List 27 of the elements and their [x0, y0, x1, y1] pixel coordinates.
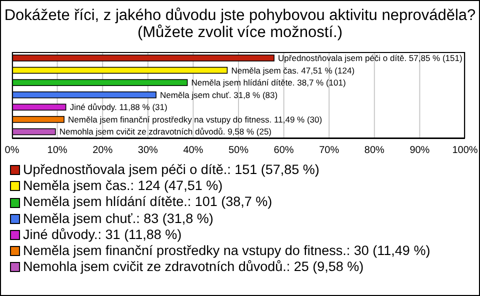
x-tick-label: 0% — [4, 145, 20, 156]
legend-label: Neměla jsem čas.: 124 (47,51 %) — [23, 178, 223, 194]
legend-label: Neměla jsem hlídání dítěte.: 101 (38,7 %) — [23, 194, 272, 211]
x-tick-label: 90% — [410, 145, 430, 156]
chart-title: Dokážete říci, z jakého důvodu jste pohybovou aktivitu neprováděla? — [3, 7, 477, 24]
legend-label: Jiné důvody.: 31 (11,88 %) — [23, 226, 182, 244]
legend-label: Upřednostňovala jsem péči o dítě.: 151 (57,85 %) — [23, 162, 320, 178]
x-tick-label: 70% — [319, 145, 340, 156]
data-label: Neměla jsem čas. 47,51 % (124) — [231, 65, 355, 76]
data-label: Jiné důvody. 11,88 % (31) — [70, 102, 168, 112]
data-label: Neměla jsem finanční prostředky na vstupy do fitness. 11,49 % (30) — [68, 114, 322, 124]
x-tick-label: 100% — [452, 145, 478, 156]
data-label: Upřednostňovala jsem péči o dítě. 57,85 % (151) — [278, 53, 463, 63]
data-label: Neměla jsem hlídání dítěte. 38,7 % (101) — [191, 78, 346, 88]
data-label: Neměla jsem chuť. 31,8 % (83) — [160, 90, 278, 100]
x-tick-label: 20% — [92, 145, 113, 156]
x-tick-label: 10% — [47, 145, 68, 156]
legend-label: Neměla jsem finanční prostředky na vstupy do fitness.: 30 (11,49 %) — [23, 243, 430, 260]
data-label: Nemohla jsem cvičit ze zdravotních důvodů. 9,58 % (25) — [59, 126, 272, 137]
x-tick-label: 50% — [228, 145, 249, 156]
chart-subtitle: (Můžete zvolit více možností.) — [136, 24, 344, 41]
x-tick-label: 30% — [138, 145, 158, 156]
x-tick-label: 80% — [364, 145, 385, 156]
legend-label: Nemohla jsem cvičit ze zdravotních důvodů.: 25 (9,58 %) — [23, 259, 364, 276]
legend-label: Neměla jsem chuť.: 83 (31,8 %) — [23, 210, 214, 227]
x-tick-label: 40% — [183, 145, 204, 156]
x-tick-label: 60% — [274, 145, 294, 156]
